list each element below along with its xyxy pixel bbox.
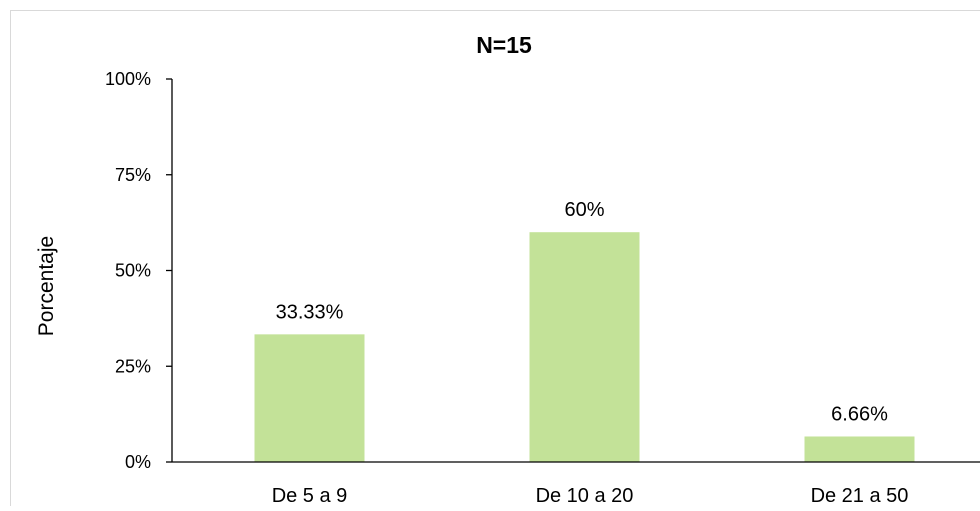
data-label-2: 60% [564,199,604,221]
chart-border [11,11,980,507]
y-tick-label: 100% [105,69,151,89]
bar-2 [530,232,640,462]
bars-group [255,232,915,462]
category-label-3: De 21 a 50 [811,485,909,506]
y-tick-label: 25% [115,356,151,376]
data-label-3: 6.66% [831,403,888,425]
category-label-1: De 5 a 9 [272,485,348,506]
data-label-1: 33.33% [276,301,344,323]
chart-title: N=15 [476,32,532,58]
category-labels-group: De 5 a 9 De 10 a 20 De 21 a 50 [272,485,909,506]
y-tick-label: 0% [125,452,151,472]
bar-1 [255,334,365,462]
bar-3 [805,436,915,462]
category-label-2: De 10 a 20 [536,485,634,506]
y-tick-label: 75% [115,165,151,185]
y-tick-label: 50% [115,261,151,281]
y-axis-label: Porcentaje [35,236,58,336]
y-axis-ticks: 0% 25% 50% 75% 100% [105,69,172,472]
